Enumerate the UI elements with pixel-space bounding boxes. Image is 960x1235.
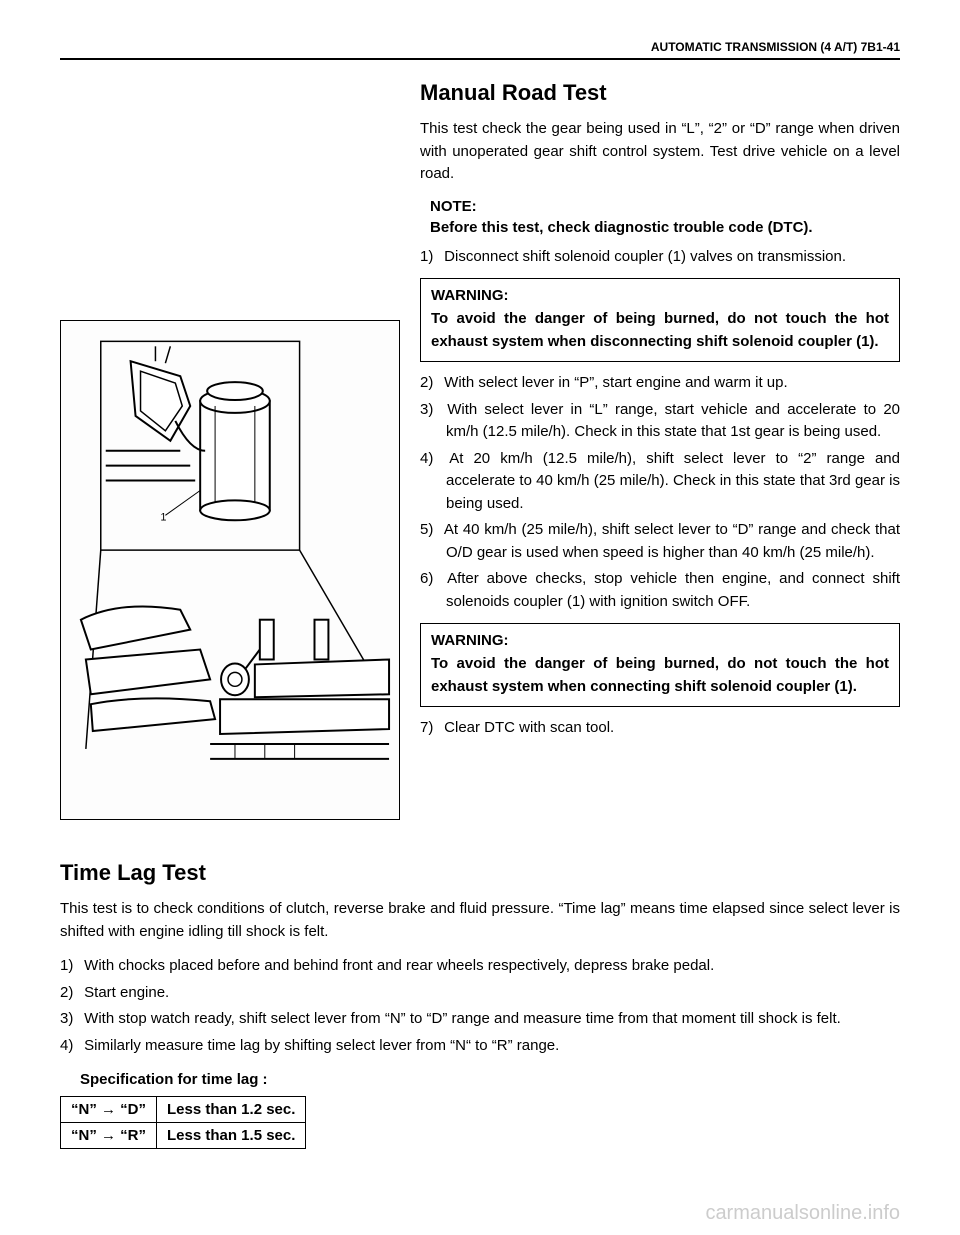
diagram-column: 1: [60, 80, 400, 820]
step-item: 3) With stop watch ready, shift select l…: [60, 1008, 900, 1031]
spec-label: Specification for time lag :: [80, 1071, 900, 1088]
note-block: NOTE: Before this test, check diagnostic…: [430, 198, 900, 236]
step-item: 1) With chocks placed before and behind …: [60, 955, 900, 978]
watermark: carmanualsonline.info: [705, 1202, 900, 1225]
step-text: Similarly measure time lag by shifting s…: [84, 1037, 559, 1054]
step-item: 6) After above checks, stop vehicle then…: [420, 568, 900, 613]
steps-list: 1) With chocks placed before and behind …: [60, 955, 900, 1057]
manual-road-test-content: Manual Road Test This test check the gea…: [420, 80, 900, 820]
step-text: With select lever in “L” range, start ve…: [446, 401, 900, 441]
table-cell-value: Less than 1.2 sec.: [157, 1097, 306, 1123]
steps-list-1: 1) Disconnect shift solenoid coupler (1)…: [420, 246, 900, 269]
step-text: Disconnect shift solenoid coupler (1) va…: [444, 248, 846, 265]
table-row: “N” → “R” Less than 1.5 sec.: [61, 1123, 306, 1149]
section-title: Manual Road Test: [420, 80, 900, 106]
step-item: 2) With select lever in “P”, start engin…: [420, 372, 900, 395]
steps-list-2: 2) With select lever in “P”, start engin…: [420, 372, 900, 613]
manual-road-test-section: 1: [60, 80, 900, 820]
intro-paragraph: This test check the gear being used in “…: [420, 118, 900, 186]
table-row: “N” → “D” Less than 1.2 sec.: [61, 1097, 306, 1123]
step-item: 5) At 40 km/h (25 mile/h), shift select …: [420, 519, 900, 564]
step-item: 3) With select lever in “L” range, start…: [420, 399, 900, 444]
warning-text: To avoid the danger of being burned, do …: [431, 308, 889, 353]
section-title: Time Lag Test: [60, 860, 900, 886]
step-item: 4) Similarly measure time lag by shiftin…: [60, 1035, 900, 1058]
warning-title: WARNING:: [431, 287, 889, 304]
spec-table: “N” → “D” Less than 1.2 sec. “N” → “R” L…: [60, 1096, 306, 1149]
step-item: 2) Start engine.: [60, 982, 900, 1005]
solenoid-coupler-diagram: 1: [60, 320, 400, 820]
step-text: With stop watch ready, shift select leve…: [84, 1010, 841, 1027]
step-item: 4) At 20 km/h (12.5 mile/h), shift selec…: [420, 448, 900, 516]
step-text: With chocks placed before and behind fro…: [84, 957, 714, 974]
step-text: Start engine.: [84, 984, 169, 1001]
note-title: NOTE:: [430, 198, 900, 215]
warning-box: WARNING: To avoid the danger of being bu…: [420, 623, 900, 707]
step-item: 7) Clear DTC with scan tool.: [420, 717, 900, 740]
table-cell-shift: “N” → “D”: [61, 1097, 157, 1123]
time-lag-test-section: Time Lag Test This test is to check cond…: [60, 860, 900, 1149]
warning-title: WARNING:: [431, 632, 889, 649]
step-text: At 40 km/h (25 mile/h), shift select lev…: [444, 521, 900, 561]
warning-box: WARNING: To avoid the danger of being bu…: [420, 278, 900, 362]
step-item: 1) Disconnect shift solenoid coupler (1)…: [420, 246, 900, 269]
step-text: At 20 km/h (12.5 mile/h), shift select l…: [446, 450, 900, 512]
intro-paragraph: This test is to check conditions of clut…: [60, 898, 900, 943]
step-text: Clear DTC with scan tool.: [444, 719, 614, 736]
warning-text: To avoid the danger of being burned, do …: [431, 653, 889, 698]
steps-list-3: 7) Clear DTC with scan tool.: [420, 717, 900, 740]
table-cell-shift: “N” → “R”: [61, 1123, 157, 1149]
step-text: After above checks, stop vehicle then en…: [446, 570, 900, 610]
step-text: With select lever in “P”, start engine a…: [444, 374, 787, 391]
table-cell-value: Less than 1.5 sec.: [157, 1123, 306, 1149]
note-text: Before this test, check diagnostic troub…: [430, 219, 900, 236]
svg-text:1: 1: [160, 511, 166, 523]
page-header: AUTOMATIC TRANSMISSION (4 A/T) 7B1-41: [60, 40, 900, 60]
